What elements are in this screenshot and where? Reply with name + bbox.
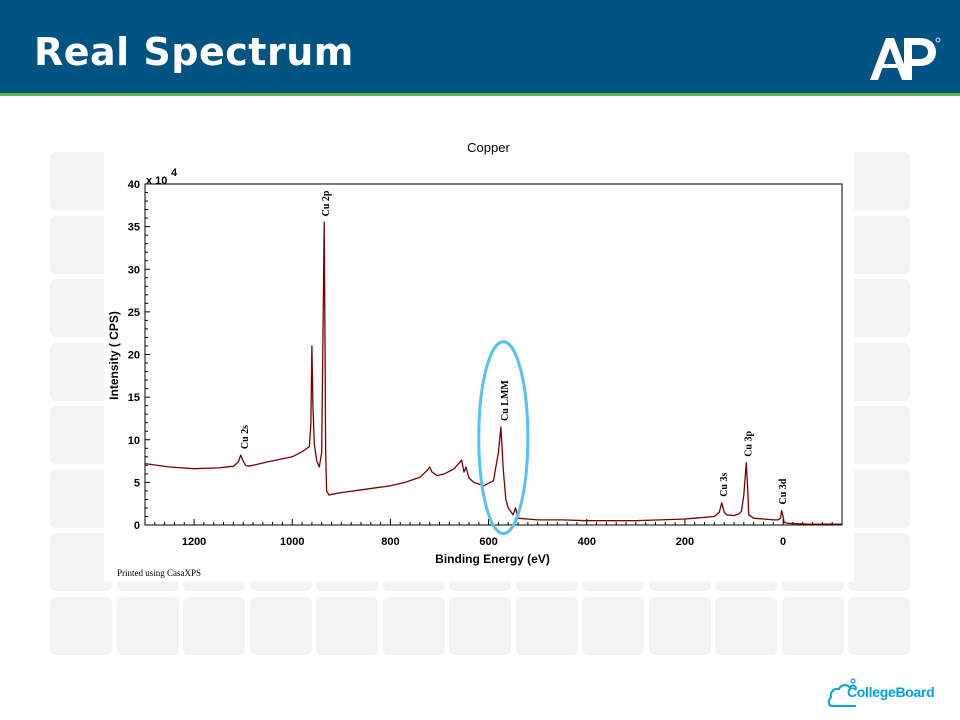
y-tick-label: 20: [128, 350, 140, 362]
highlight-ellipse: [477, 340, 530, 536]
plot-frame: [144, 183, 843, 526]
background-tile: [715, 596, 777, 655]
y-tick-label: 5: [134, 477, 140, 489]
peak-label: Cu 3d: [778, 478, 789, 504]
slide-title: Real Spectrum: [34, 30, 354, 74]
peak-label: Cu 3s: [719, 473, 730, 497]
x-tick-label: 1000: [280, 536, 304, 548]
y-axis-label: Intensity ( CPS): [107, 311, 121, 400]
background-tile: [183, 596, 245, 655]
chart-figure: Copper x 10 4 0 5 10 15 20 25 30 35 40 1200 1000 800 60…: [104, 128, 854, 582]
background-tile: [50, 596, 112, 655]
background-tile: [249, 596, 312, 655]
background-tile: [50, 469, 112, 528]
peak-label: Cu LMM: [500, 380, 511, 421]
y-tick-label: 15: [128, 392, 140, 404]
spectrum-line: [144, 221, 842, 525]
background-tile: [848, 342, 910, 401]
background-tile: [848, 469, 910, 528]
background-tile: [848, 596, 910, 655]
background-tile: [781, 596, 844, 655]
background-tile: [50, 215, 112, 274]
background-tile: [50, 406, 112, 464]
x-axis-label: Binding Energy (eV): [435, 552, 550, 566]
y-tick-label: 25: [128, 307, 140, 319]
y-multiplier-exponent: 4: [171, 167, 178, 179]
y-tick-label: 10: [128, 435, 140, 447]
x-tick-label: 400: [578, 536, 596, 548]
y-tick-label: 35: [128, 222, 140, 234]
background-tile: [50, 342, 112, 401]
background-tile: [582, 596, 644, 655]
x-tick-label: 200: [676, 536, 694, 548]
peak-label: Cu 3p: [743, 431, 754, 457]
collegeboard-logo-text: CollegeBoard: [847, 684, 935, 700]
y-multiplier-label: x 10: [146, 175, 167, 187]
background-tile: [382, 596, 445, 655]
x-tick-label: 0: [780, 536, 786, 548]
printed-note: Printed using CasaXPS: [117, 568, 202, 578]
collegeboard-logo-icon: [827, 678, 857, 707]
y-tick-label: 30: [128, 264, 140, 276]
y-tick-label: 40: [128, 179, 140, 191]
x-tick-label: 600: [479, 536, 497, 548]
y-tick-label: 0: [134, 520, 140, 532]
x-tick-label: 800: [381, 536, 399, 548]
slide-header: Real Spectrum: [0, 0, 960, 96]
ap-logo-icon: [870, 37, 941, 80]
x-tick-label: 1200: [182, 536, 206, 548]
chart-title: Copper: [467, 140, 510, 155]
background-tile: [848, 215, 910, 274]
background-tile: [50, 279, 112, 337]
background-tile: [50, 533, 112, 591]
background-tile: [449, 596, 511, 655]
background-tile: [515, 596, 578, 655]
background-tile: [848, 152, 910, 210]
background-tile: [848, 279, 910, 337]
background-tile: [848, 406, 910, 464]
background-tile: [848, 533, 910, 591]
background-tile: [116, 596, 179, 655]
peak-label: Cu 2s: [240, 425, 251, 449]
background-tile: [316, 596, 378, 655]
peak-label: Cu 2p: [321, 190, 332, 216]
background-tile: [648, 596, 711, 655]
background-tile: [50, 152, 112, 210]
